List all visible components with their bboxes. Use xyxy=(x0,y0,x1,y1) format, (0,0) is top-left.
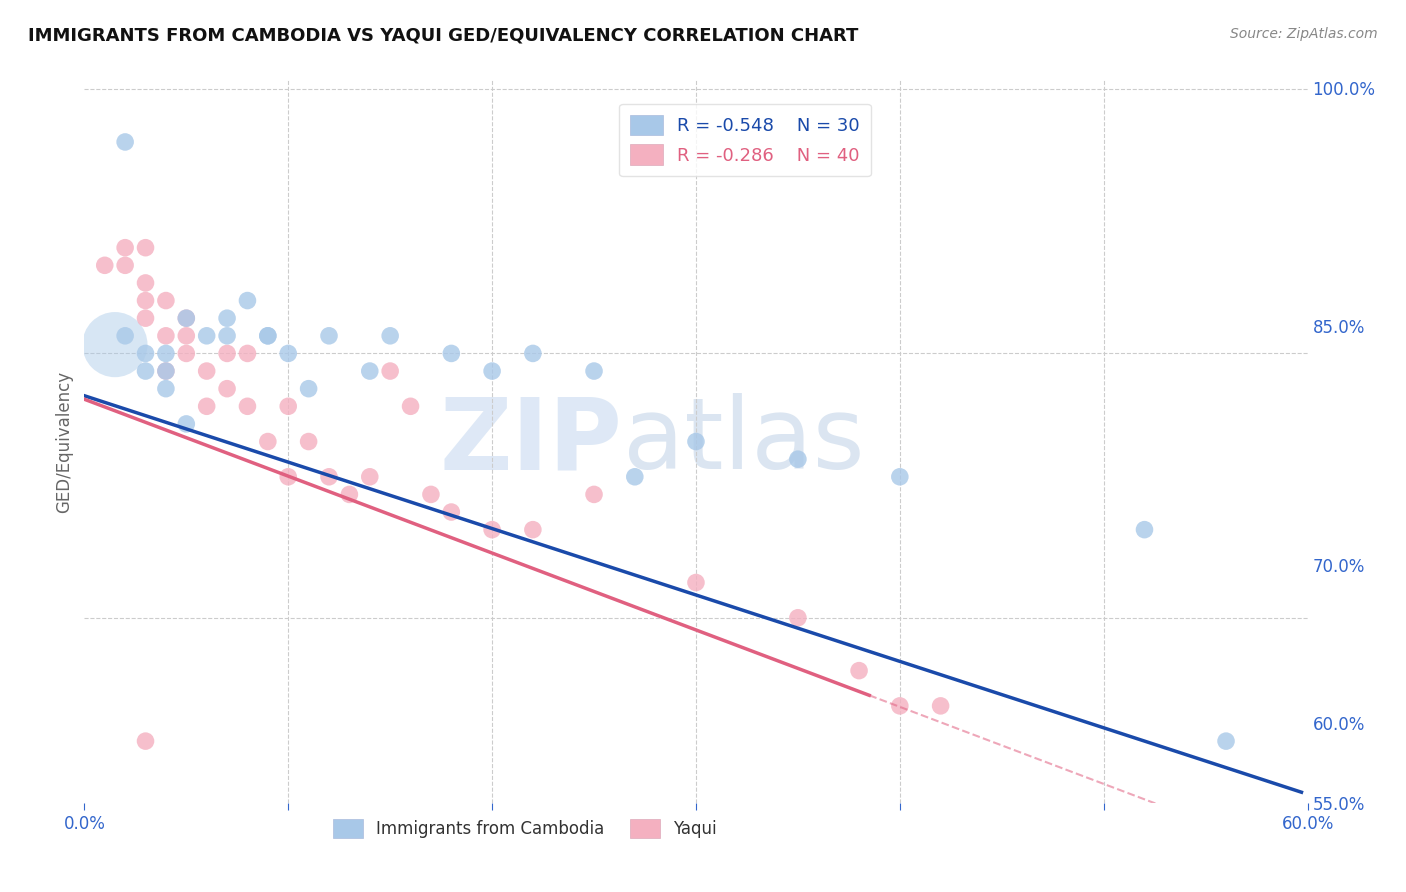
Point xyxy=(195,399,218,413)
Text: ZIP: ZIP xyxy=(440,393,623,490)
Point xyxy=(583,364,606,378)
Point xyxy=(155,382,177,396)
Point xyxy=(135,346,157,360)
Text: Source: ZipAtlas.com: Source: ZipAtlas.com xyxy=(1230,27,1378,41)
Point xyxy=(380,328,402,343)
Point xyxy=(318,328,340,343)
Point xyxy=(380,364,402,378)
Point xyxy=(440,346,463,360)
Point xyxy=(583,487,606,501)
Point xyxy=(174,328,197,343)
Point xyxy=(277,346,299,360)
Point xyxy=(522,523,544,537)
Y-axis label: GED/Equivalency: GED/Equivalency xyxy=(55,370,73,513)
Point xyxy=(135,293,157,308)
Point xyxy=(481,364,503,378)
Point xyxy=(195,328,218,343)
Point xyxy=(135,241,157,255)
Point xyxy=(217,328,239,343)
Point xyxy=(399,399,422,413)
Point xyxy=(889,470,911,484)
Point xyxy=(522,346,544,360)
Point xyxy=(174,346,197,360)
Point xyxy=(685,434,707,449)
Point xyxy=(236,293,259,308)
Point xyxy=(929,698,952,713)
Point xyxy=(236,346,259,360)
Point xyxy=(135,364,157,378)
Point xyxy=(155,346,177,360)
Point xyxy=(318,470,340,484)
Point xyxy=(217,346,239,360)
Point xyxy=(298,382,321,396)
Point xyxy=(114,328,136,343)
Point xyxy=(257,328,280,343)
Point xyxy=(624,470,647,484)
Point xyxy=(114,258,136,272)
Point xyxy=(257,328,280,343)
Point xyxy=(174,417,197,431)
Point xyxy=(787,611,810,625)
Point xyxy=(217,382,239,396)
Point xyxy=(114,241,136,255)
Point xyxy=(481,523,503,537)
Point xyxy=(257,434,280,449)
Point xyxy=(1215,734,1237,748)
Point xyxy=(277,399,299,413)
Point xyxy=(155,328,177,343)
Point xyxy=(155,364,177,378)
Point xyxy=(1133,523,1156,537)
Point xyxy=(685,575,707,590)
Point xyxy=(339,487,361,501)
Point xyxy=(277,470,299,484)
Text: IMMIGRANTS FROM CAMBODIA VS YAQUI GED/EQUIVALENCY CORRELATION CHART: IMMIGRANTS FROM CAMBODIA VS YAQUI GED/EQ… xyxy=(28,27,859,45)
Point xyxy=(848,664,870,678)
Point xyxy=(114,135,136,149)
Point xyxy=(889,698,911,713)
Point xyxy=(155,293,177,308)
Point xyxy=(174,311,197,326)
Point xyxy=(104,337,127,351)
Point xyxy=(135,276,157,290)
Point xyxy=(174,311,197,326)
Point xyxy=(217,311,239,326)
Point xyxy=(236,399,259,413)
Point xyxy=(93,258,115,272)
Point xyxy=(420,487,443,501)
Point xyxy=(359,470,381,484)
Point xyxy=(440,505,463,519)
Point xyxy=(155,364,177,378)
Legend: Immigrants from Cambodia, Yaqui: Immigrants from Cambodia, Yaqui xyxy=(326,813,723,845)
Point xyxy=(195,364,218,378)
Text: atlas: atlas xyxy=(623,393,865,490)
Point xyxy=(787,452,810,467)
Point xyxy=(359,364,381,378)
Point xyxy=(298,434,321,449)
Point xyxy=(135,734,157,748)
Point xyxy=(135,311,157,326)
